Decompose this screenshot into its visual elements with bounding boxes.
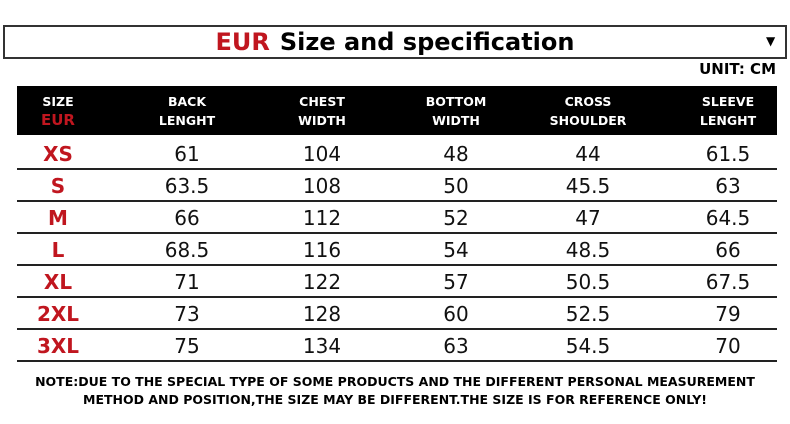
header-line: CROSS (564, 94, 612, 109)
header-line: CHEST (299, 94, 345, 109)
value: 48 (443, 142, 469, 166)
header-line: BOTTOM (425, 94, 487, 109)
row-line (17, 232, 777, 234)
column-header: CROSS SHOULDER (518, 92, 658, 130)
value: 116 (302, 238, 342, 262)
size-label: 3XL (36, 334, 80, 358)
header-line: LENGHT (158, 113, 216, 128)
value: 61.5 (705, 142, 751, 166)
size-label: 2XL (36, 302, 80, 326)
value: 66 (174, 206, 200, 230)
value: 67.5 (705, 270, 751, 294)
value: 79 (715, 302, 741, 326)
note-line: METHOD AND POSITION,THE SIZE MAY BE DIFF… (83, 392, 707, 407)
value: 52 (443, 206, 469, 230)
size-label: L (51, 238, 65, 262)
value: 44 (575, 142, 601, 166)
value: 64.5 (705, 206, 751, 230)
value: 104 (302, 142, 342, 166)
row-line (17, 168, 777, 170)
size-label: XS (43, 142, 73, 166)
header-line: SHOULDER (549, 113, 627, 128)
title-text: Size and specification (279, 28, 575, 56)
dropdown-arrow[interactable]: ▼ (766, 34, 776, 48)
value: 128 (302, 302, 342, 326)
header-line: LENGHT (699, 113, 757, 128)
value: 122 (302, 270, 342, 294)
size-label: M (48, 206, 68, 230)
value: 45.5 (565, 174, 611, 198)
header-line: EUR (41, 111, 75, 129)
value: 54 (443, 238, 469, 262)
value: 63.5 (164, 174, 210, 198)
size-label: S (50, 174, 66, 198)
column-header: BACK LENGHT (117, 92, 257, 130)
row-line (17, 328, 777, 330)
title-box (3, 25, 787, 59)
value: 50 (443, 174, 469, 198)
value: 63 (443, 334, 469, 358)
value: 73 (174, 302, 200, 326)
value: 54.5 (565, 334, 611, 358)
row-line (17, 360, 777, 362)
column-header: SIZE EUR (0, 92, 128, 130)
header-line: SIZE (42, 94, 74, 109)
row-line (17, 264, 777, 266)
header-line: WIDTH (298, 113, 346, 128)
column-header: BOTTOM WIDTH (386, 92, 526, 130)
value: 48.5 (565, 238, 611, 262)
value: 75 (174, 334, 200, 358)
value: 68.5 (164, 238, 210, 262)
value: 108 (302, 174, 342, 198)
value: 134 (302, 334, 342, 358)
value: 57 (443, 270, 469, 294)
value: 71 (174, 270, 200, 294)
column-header: SLEEVE LENGHT (658, 92, 790, 130)
row-line (17, 200, 777, 202)
value: 112 (302, 206, 342, 230)
value: 66 (715, 238, 741, 262)
value: 52.5 (565, 302, 611, 326)
header-line: SLEEVE (701, 94, 755, 109)
value: 63 (715, 174, 741, 198)
value: 70 (715, 334, 741, 358)
value: 61 (174, 142, 200, 166)
size-label: XL (43, 270, 73, 294)
value: 47 (575, 206, 601, 230)
note-line: NOTE:DUE TO THE SPECIAL TYPE OF SOME PRO… (35, 374, 755, 389)
column-header: CHEST WIDTH (252, 92, 392, 130)
value: 60 (443, 302, 469, 326)
header-line: WIDTH (432, 113, 480, 128)
title: EUR Size and specification (0, 25, 790, 59)
row-line (17, 296, 777, 298)
table-header (17, 86, 777, 135)
title-prefix: EUR (215, 28, 270, 56)
unit: UNIT: CM (699, 60, 776, 78)
header-line: BACK (167, 94, 207, 109)
value: 50.5 (565, 270, 611, 294)
